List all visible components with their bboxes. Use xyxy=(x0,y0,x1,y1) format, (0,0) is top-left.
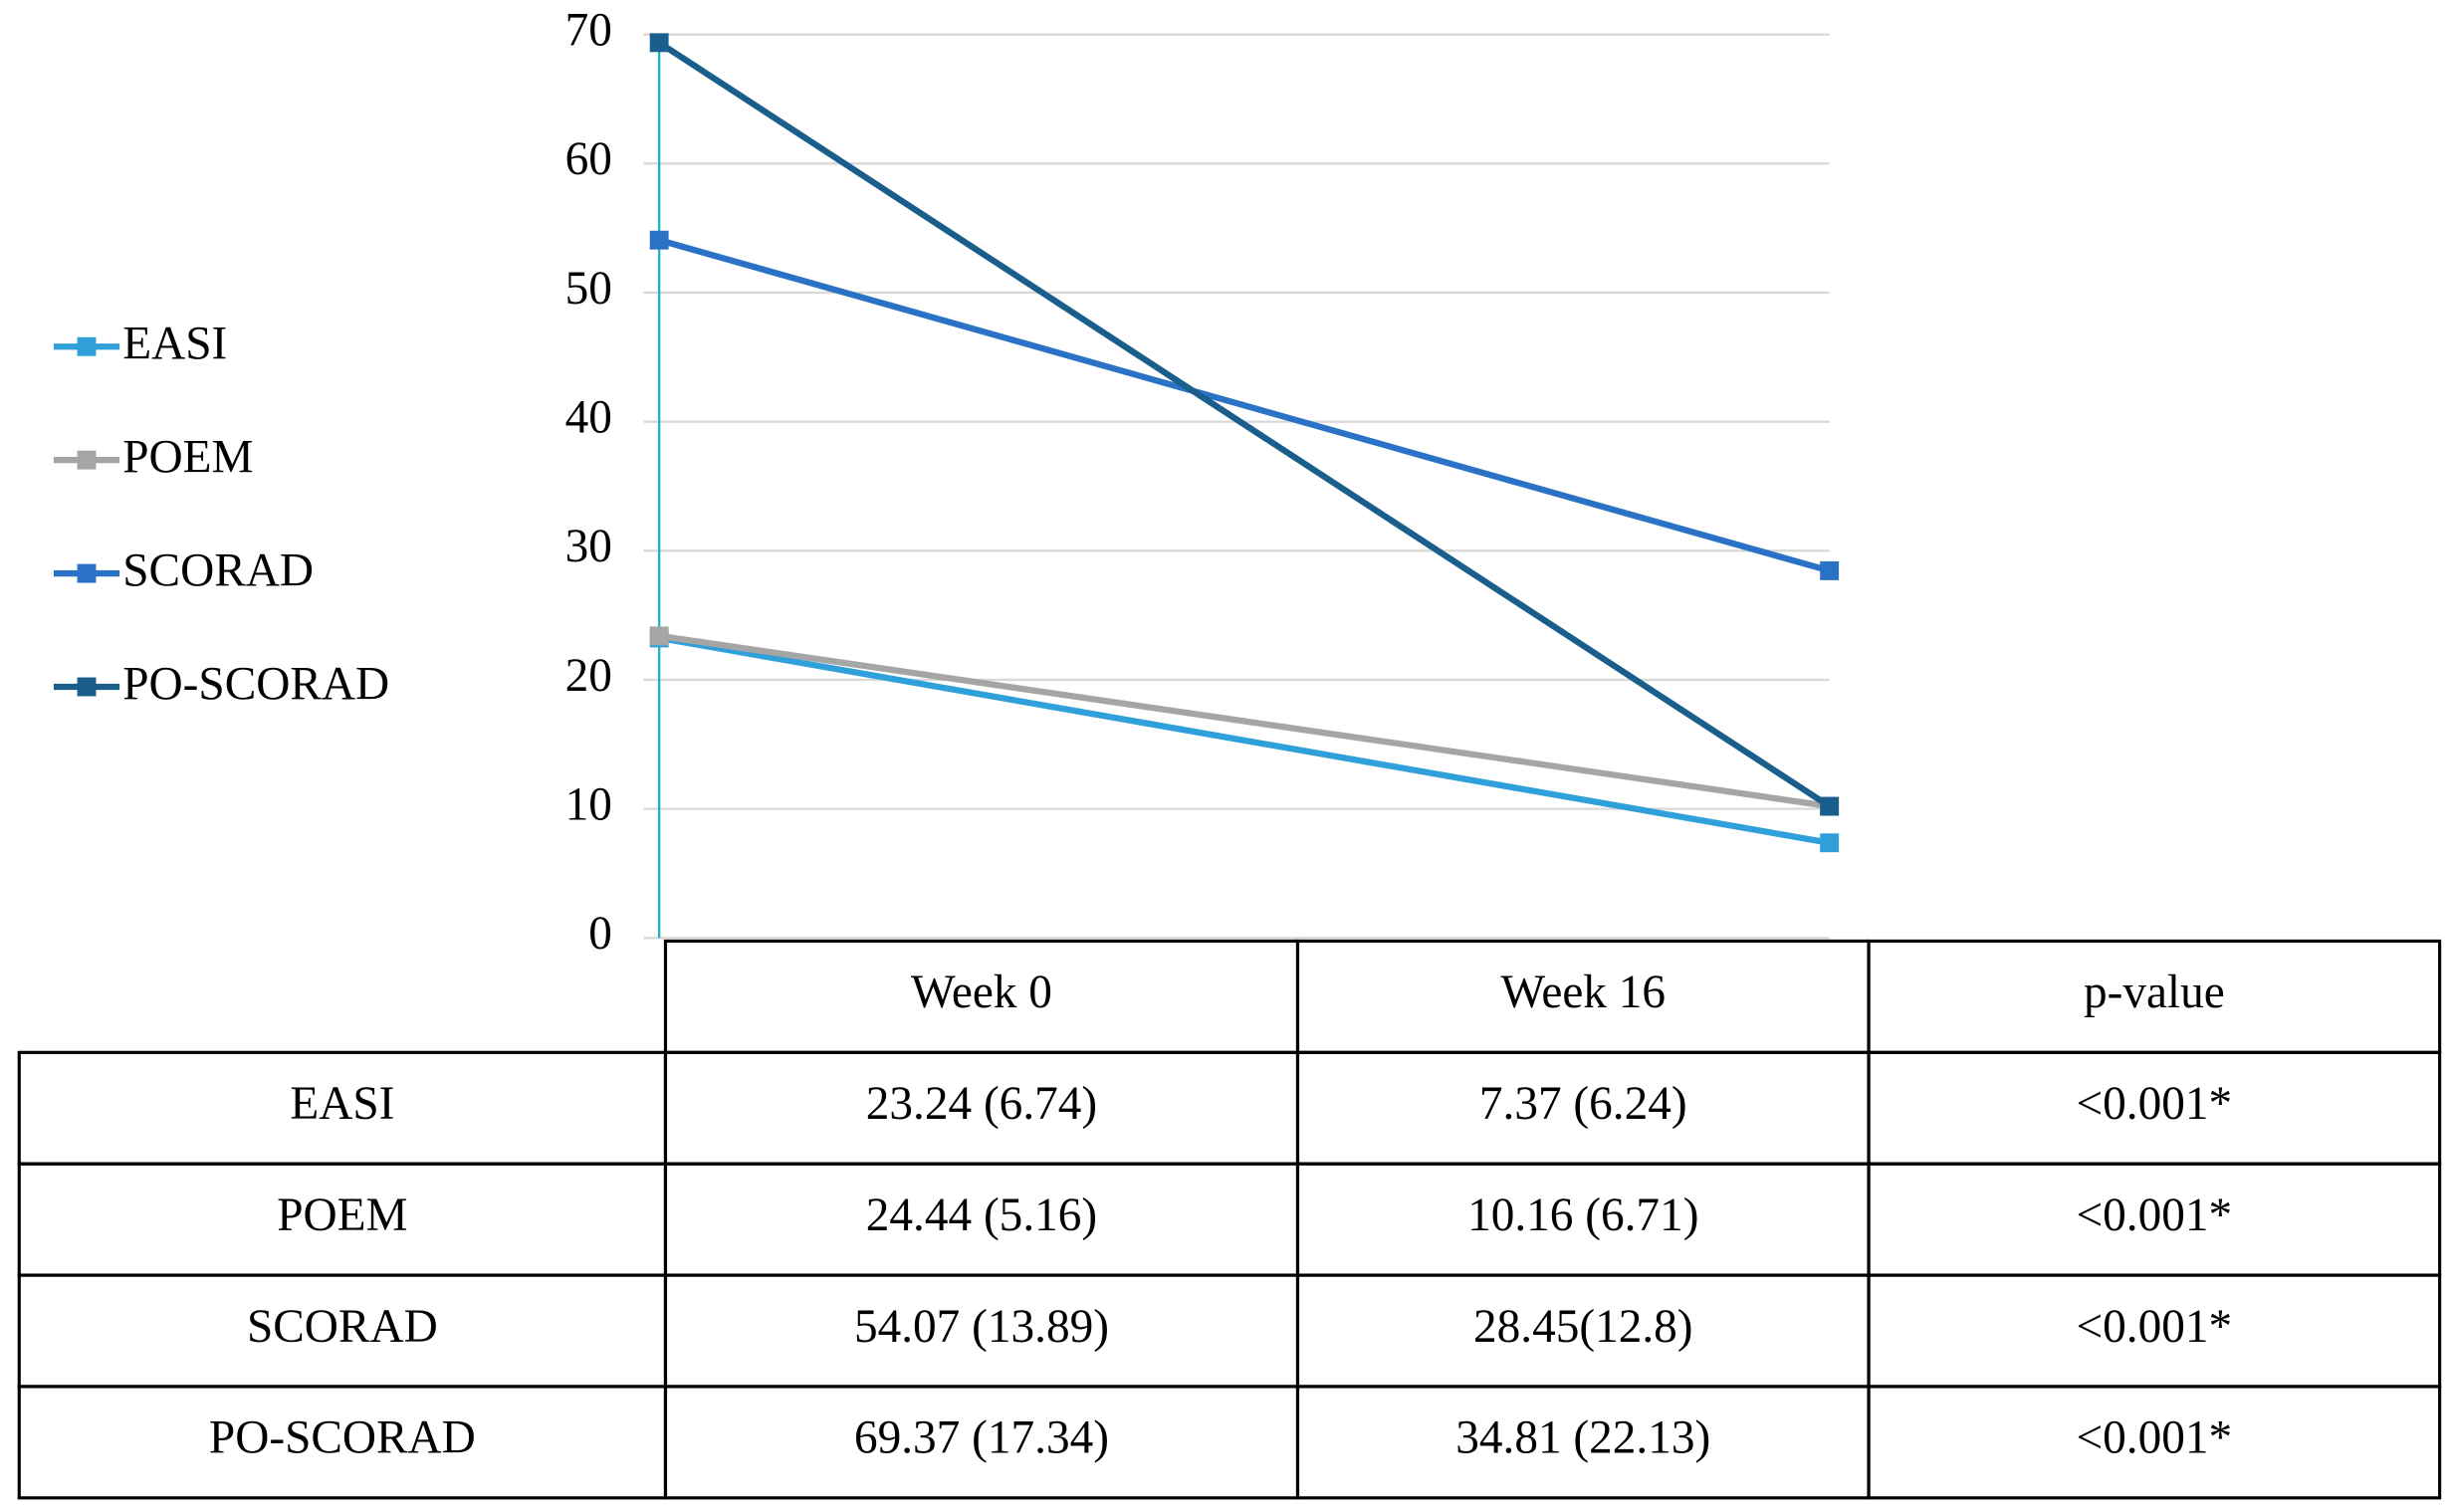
y-tick-label: 20 xyxy=(565,650,612,702)
legend-marker xyxy=(77,677,97,697)
table-cell-text: 23.24 (6.74) xyxy=(866,1078,1097,1130)
table-cell-text: <0.001* xyxy=(2077,1189,2233,1241)
point-marker xyxy=(1820,833,1840,853)
table-header-text: Week 0 xyxy=(911,967,1052,1018)
table-header-text: p-value xyxy=(2084,967,2225,1018)
point-marker xyxy=(649,230,669,250)
y-tick-label: 40 xyxy=(565,391,612,443)
point-marker xyxy=(649,626,669,646)
table-cell-text: 54.07 (13.89) xyxy=(854,1301,1109,1353)
legend-label: SCORAD xyxy=(122,545,314,597)
series-line xyxy=(658,237,1831,574)
legend-label: EASI xyxy=(122,319,227,370)
table-cell-text: 24.44 (5.16) xyxy=(866,1189,1097,1241)
legend-marker xyxy=(77,450,97,470)
point-marker xyxy=(649,33,669,53)
legend-marker xyxy=(77,563,97,583)
legend-marker xyxy=(77,336,97,356)
table-cell-text: SCORAD xyxy=(247,1301,438,1353)
table-cell-text: 69.37 (17.34) xyxy=(854,1412,1109,1464)
y-tick-label: 50 xyxy=(565,263,612,315)
table-cell-text: 34.81 (22.13) xyxy=(1455,1412,1710,1464)
point-marker xyxy=(1820,796,1840,816)
point-marker xyxy=(1820,560,1840,580)
y-tick-label: 0 xyxy=(588,908,612,960)
y-tick-label: 30 xyxy=(565,521,612,572)
table-cell-text: EASI xyxy=(290,1078,394,1130)
y-tick-label: 70 xyxy=(565,5,612,57)
y-tick-label: 60 xyxy=(565,133,612,185)
series-line xyxy=(658,634,1831,846)
y-tick-label: 10 xyxy=(565,778,612,830)
table-cell-text: 28.45(12.8) xyxy=(1473,1301,1693,1353)
table-cell-text: 7.37 (6.24) xyxy=(1479,1078,1687,1130)
legend-label: POEM xyxy=(122,432,253,484)
series-line xyxy=(657,40,1832,809)
legend-label: PO-SCORAD xyxy=(122,658,389,710)
table-cell xyxy=(1867,1385,2442,1500)
table-header-text: Week 16 xyxy=(1501,967,1667,1018)
table-cell-text: POEM xyxy=(277,1189,407,1241)
series-line xyxy=(658,632,1831,810)
table-cell-text: <0.001* xyxy=(2077,1412,2233,1464)
table-cell-text: PO-SCORAD xyxy=(209,1412,476,1464)
table-cell-text: <0.001* xyxy=(2077,1078,2233,1130)
table-cell-text: 10.16 (6.71) xyxy=(1467,1189,1698,1241)
table-cell-text: <0.001* xyxy=(2077,1301,2233,1353)
